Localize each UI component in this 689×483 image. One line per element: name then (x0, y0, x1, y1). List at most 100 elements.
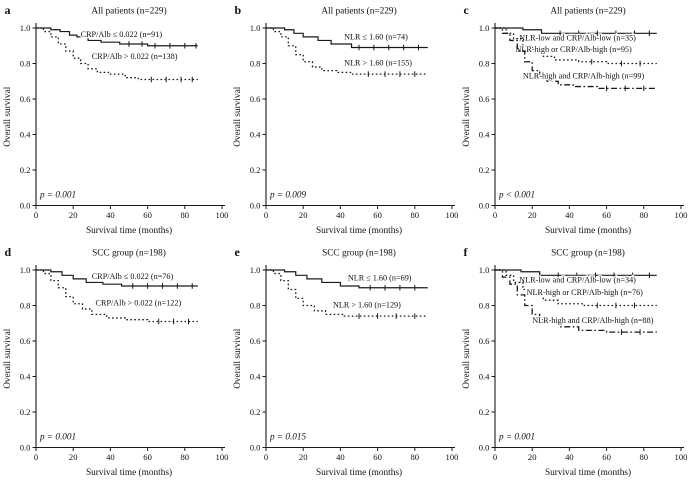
x-tick-label: 0 (34, 210, 38, 220)
y-tick-label: 0.2 (479, 165, 490, 175)
x-axis-title: Survival time (months) (86, 225, 172, 236)
y-axis-title: Overall survival (462, 328, 472, 388)
series-label: NLR ≤ 1.60 (n=69) (347, 273, 411, 282)
series-label: CRP/Alb ≤ 0.022 (n=91) (81, 30, 163, 39)
y-tick-label: 1.0 (479, 264, 490, 274)
y-tick-label: 0.6 (249, 94, 260, 104)
km-plot-e: e SCC group (n=198) Overall survival Surviv… (233, 245, 458, 478)
series-label: NLR-high and CRP/Alb-high (n=88) (533, 316, 655, 325)
y-tick-label: 0.4 (479, 371, 490, 381)
chart-title: SCC group (n=198) (322, 247, 396, 258)
x-tick-label: 20 (528, 210, 537, 220)
y-tick-label: 0.8 (249, 300, 260, 310)
y-tick-label: 0.2 (479, 406, 490, 416)
y-tick-label: 0.6 (249, 335, 260, 345)
panel-letter: b (234, 3, 241, 17)
p-value-label: p = 0.001 (498, 431, 535, 441)
x-tick-label: 20 (528, 451, 537, 461)
x-tick-label: 20 (69, 210, 78, 220)
panel-e: e SCC group (n=198) Overall survival Surviv… (230, 242, 460, 483)
y-tick-label: 1.0 (479, 23, 490, 33)
axes (265, 23, 455, 207)
km-plot-a: a All patients (n=229) Overall survival Sur… (3, 3, 229, 236)
panel-letter: a (4, 3, 10, 17)
series-label: NLR-high and CRP/Alb-high (n=99) (523, 72, 645, 81)
axes (265, 264, 455, 448)
y-axis-title: Overall survival (3, 328, 13, 388)
survival-curve (495, 268, 658, 276)
y-tick-label: 0.2 (20, 165, 31, 175)
survival-curve (35, 27, 198, 81)
y-tick-label: 0.2 (20, 406, 31, 416)
survival-curve (495, 268, 658, 333)
x-tick-label: 40 (106, 210, 115, 220)
y-tick-label: 0.0 (20, 442, 31, 452)
y-tick-label: 0.0 (249, 442, 260, 452)
p-value-label: p = 0.001 (39, 431, 76, 441)
panel-letter: c (464, 3, 470, 17)
survival-curve (495, 268, 658, 306)
panel-c: c All patients (n=229) Overall survival Sur… (459, 0, 689, 242)
x-tick-label: 40 (336, 451, 345, 461)
x-tick-label: 60 (373, 451, 382, 461)
x-tick-label: 0 (264, 451, 268, 461)
p-value-label: p = 0.001 (39, 189, 76, 199)
y-axis-title: Overall survival (3, 86, 13, 146)
x-tick-label: 60 (603, 451, 612, 461)
x-tick-label: 60 (603, 210, 612, 220)
y-tick-label: 0.0 (479, 442, 490, 452)
series-label: CRP/Alb > 0.022 (n=138) (92, 52, 178, 61)
survival-curve (265, 268, 428, 288)
x-tick-label: 80 (640, 210, 649, 220)
chart-title: All patients (n=229) (91, 6, 166, 17)
y-tick-label: 0.2 (249, 165, 260, 175)
x-axis-title: Survival time (months) (316, 466, 402, 477)
p-value-label: p = 0.009 (269, 189, 306, 199)
panel-b: b All patients (n=229) Overall survival Sur… (230, 0, 460, 242)
x-tick-label: 100 (675, 210, 688, 220)
y-tick-label: 1.0 (249, 264, 260, 274)
x-axis-title: Survival time (months) (316, 225, 402, 236)
y-tick-label: 0.6 (20, 335, 31, 345)
km-plot-f: f SCC group (n=198) Overall survival Surviv… (462, 245, 688, 478)
x-tick-label: 40 (106, 451, 115, 461)
km-plot-b: b All patients (n=229) Overall survival Sur… (233, 3, 458, 236)
survival-curve (495, 27, 658, 34)
x-tick-label: 0 (264, 210, 268, 220)
y-axis-title: Overall survival (233, 328, 243, 388)
series-label: NLR-low and CRP/Alb-low (n=35) (520, 33, 637, 42)
survival-curve (265, 268, 428, 317)
survival-curve (35, 27, 198, 47)
x-tick-label: 80 (640, 451, 649, 461)
panel-letter: f (464, 245, 469, 259)
y-tick-label: 1.0 (249, 23, 260, 33)
p-value-label: p < 0.001 (498, 189, 535, 199)
km-plot-c: c All patients (n=229) Overall survival Sur… (462, 3, 688, 236)
panel-a: a All patients (n=229) Overall survival Sur… (0, 0, 230, 242)
x-tick-label: 0 (34, 451, 38, 461)
series-label: NLR-high or CRP/Alb-high (n=95) (516, 45, 633, 54)
x-tick-label: 80 (410, 210, 419, 220)
x-tick-label: 100 (675, 451, 688, 461)
x-axis-title: Survival time (months) (545, 466, 631, 477)
survival-curve (265, 27, 428, 49)
y-tick-label: 0.8 (479, 300, 490, 310)
series-label: CRP/Alb > 0.022 (n=122) (96, 298, 182, 307)
y-tick-label: 0.8 (20, 58, 31, 68)
series-label: CRP/Alb ≤ 0.022 (n=76) (92, 271, 174, 280)
y-tick-label: 0.4 (249, 371, 260, 381)
x-tick-label: 100 (445, 210, 458, 220)
axes (35, 23, 225, 207)
x-tick-label: 60 (143, 210, 152, 220)
survival-curve (35, 268, 198, 287)
x-tick-label: 20 (299, 210, 308, 220)
chart-title: SCC group (n=198) (551, 247, 625, 258)
panel-letter: d (4, 245, 11, 259)
panel-f: f SCC group (n=198) Overall survival Surviv… (459, 242, 689, 483)
y-tick-label: 0.2 (249, 406, 260, 416)
x-tick-label: 20 (299, 451, 308, 461)
y-tick-label: 1.0 (20, 23, 31, 33)
series-label: NLR > 1.60 (n=155) (344, 58, 412, 67)
x-tick-label: 100 (216, 210, 229, 220)
y-tick-label: 0.0 (20, 200, 31, 210)
